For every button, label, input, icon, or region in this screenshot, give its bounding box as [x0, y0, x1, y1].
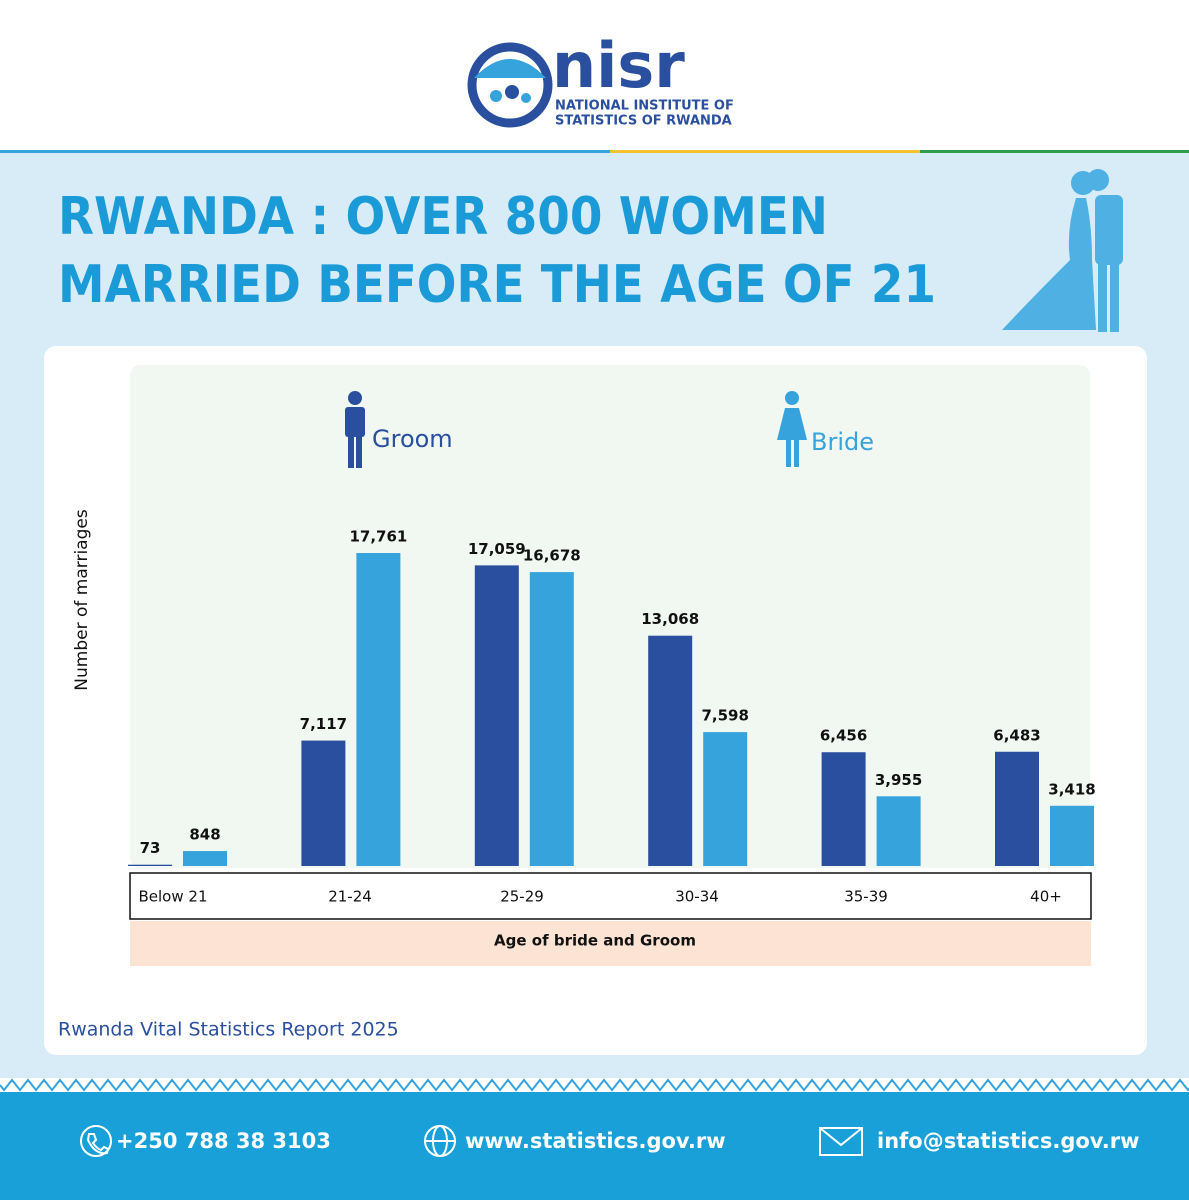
bar — [1050, 805, 1094, 866]
x-tick-label: 25-29 — [500, 888, 544, 906]
data-label: 6,483 — [993, 726, 1040, 744]
y-axis-label: Number of marriages — [72, 509, 92, 691]
bar — [821, 752, 866, 866]
legend-label: Bride — [811, 428, 874, 456]
bar — [529, 572, 574, 866]
x-tick-label: 35-39 — [844, 888, 888, 906]
x-tick-label: Below 21 — [139, 888, 208, 906]
footer-website: www.statistics.gov.rw — [465, 1129, 726, 1153]
header-rule — [610, 150, 920, 153]
data-label: 13,068 — [641, 610, 699, 628]
data-label: 6,456 — [820, 727, 867, 745]
data-label: 3,418 — [1048, 780, 1095, 798]
data-label: 848 — [189, 826, 220, 844]
logo-subtitle: NATIONAL INSTITUTE OF — [555, 99, 734, 114]
bar — [128, 864, 172, 866]
data-label: 73 — [140, 839, 161, 857]
bar — [703, 732, 748, 866]
logo-subtitle: STATISTICS OF RWANDA — [555, 114, 732, 129]
bar — [356, 553, 401, 866]
pattern-strip — [0, 1078, 1189, 1092]
source: Rwanda Vital Statistics Report 2025 — [58, 1019, 399, 1041]
x-tick-label: 21-24 — [328, 888, 372, 906]
data-label: 7,117 — [300, 715, 347, 733]
footer-email: info@statistics.gov.rw — [877, 1129, 1140, 1153]
data-label: 7,598 — [701, 707, 748, 725]
bar — [876, 796, 921, 866]
data-label: 17,059 — [468, 540, 526, 558]
groom-icon — [345, 391, 365, 468]
bar — [648, 635, 693, 866]
bar — [474, 565, 519, 866]
title: MARRIED BEFORE THE AGE OF 21 — [58, 255, 936, 315]
bar — [995, 751, 1039, 866]
bar — [183, 851, 227, 866]
footer-phone: +250 788 38 3103 — [116, 1129, 331, 1153]
bride-icon — [777, 391, 807, 467]
x-tick-label: 40+ — [1030, 888, 1062, 906]
x-axis-label: Age of bride and Groom — [494, 932, 696, 950]
category-box — [129, 872, 1092, 920]
footer-icons — [80, 1125, 863, 1157]
couple-icon — [1002, 169, 1123, 332]
legend-label: Groom — [372, 425, 453, 453]
data-label: 3,955 — [875, 771, 922, 789]
logo: nisr NATIONAL INSTITUTE OF STATISTICS OF… — [467, 29, 734, 129]
data-label: 17,761 — [349, 528, 407, 546]
x-label-band — [130, 921, 1091, 966]
header-rule — [920, 150, 1189, 153]
x-tick-label: 30-34 — [675, 888, 719, 906]
plot-area — [130, 365, 1090, 868]
header-bg — [0, 0, 1189, 150]
bar — [301, 740, 346, 866]
logo-text: nisr — [552, 29, 685, 102]
header-rule — [0, 150, 610, 153]
title: RWANDA : OVER 800 WOMEN — [58, 187, 828, 247]
data-label: 16,678 — [523, 547, 581, 565]
footer-bg — [0, 1092, 1189, 1200]
